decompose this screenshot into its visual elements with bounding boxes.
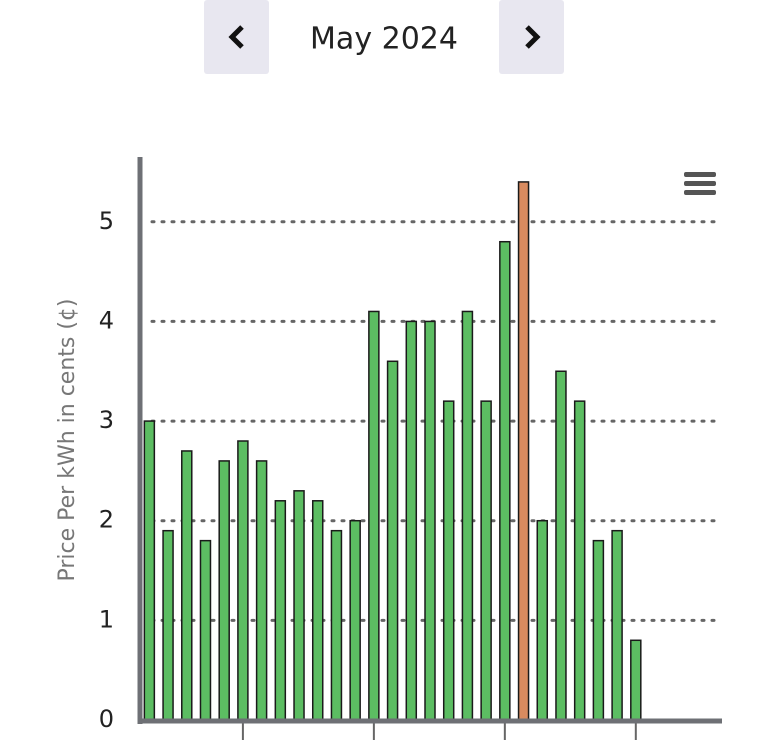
y-tick-label: 5 (99, 207, 114, 235)
bar (368, 310, 380, 721)
menu-line (684, 181, 716, 186)
y-tick-label: 0 (99, 705, 114, 733)
bar (218, 460, 230, 721)
next-button[interactable] (499, 0, 564, 74)
bar (162, 529, 174, 721)
bar (480, 400, 492, 721)
bar (237, 440, 249, 721)
bar (293, 490, 305, 721)
bar (424, 320, 436, 721)
bar (255, 460, 268, 721)
month-title: May 2024 (310, 22, 458, 57)
bar (573, 400, 586, 721)
y-tick-label: 4 (99, 306, 114, 334)
bar (499, 240, 511, 721)
y-axis-label: Price Per kWh in cents (¢) (55, 298, 80, 581)
chart-menu[interactable] (684, 172, 716, 195)
bar (349, 519, 361, 721)
menu-line (684, 172, 716, 177)
bar (517, 181, 530, 721)
bar (461, 310, 474, 721)
y-tick-label: 2 (99, 506, 114, 534)
bar (274, 500, 287, 721)
bar (311, 500, 324, 721)
prev-button[interactable] (204, 0, 269, 74)
bar (330, 529, 343, 721)
y-tick-label: 1 (99, 605, 114, 633)
menu-line (684, 190, 716, 195)
bar (181, 450, 193, 721)
bar (630, 639, 642, 721)
bar (592, 539, 605, 721)
bar (536, 519, 549, 721)
y-tick-label: 3 (99, 406, 114, 434)
bar (386, 360, 399, 721)
bar (555, 370, 567, 721)
bar (199, 539, 212, 721)
bar (611, 529, 623, 721)
next-icon (525, 25, 541, 49)
bar (405, 320, 418, 721)
bar (442, 400, 455, 721)
prev-icon (228, 25, 244, 49)
bar (143, 420, 156, 721)
